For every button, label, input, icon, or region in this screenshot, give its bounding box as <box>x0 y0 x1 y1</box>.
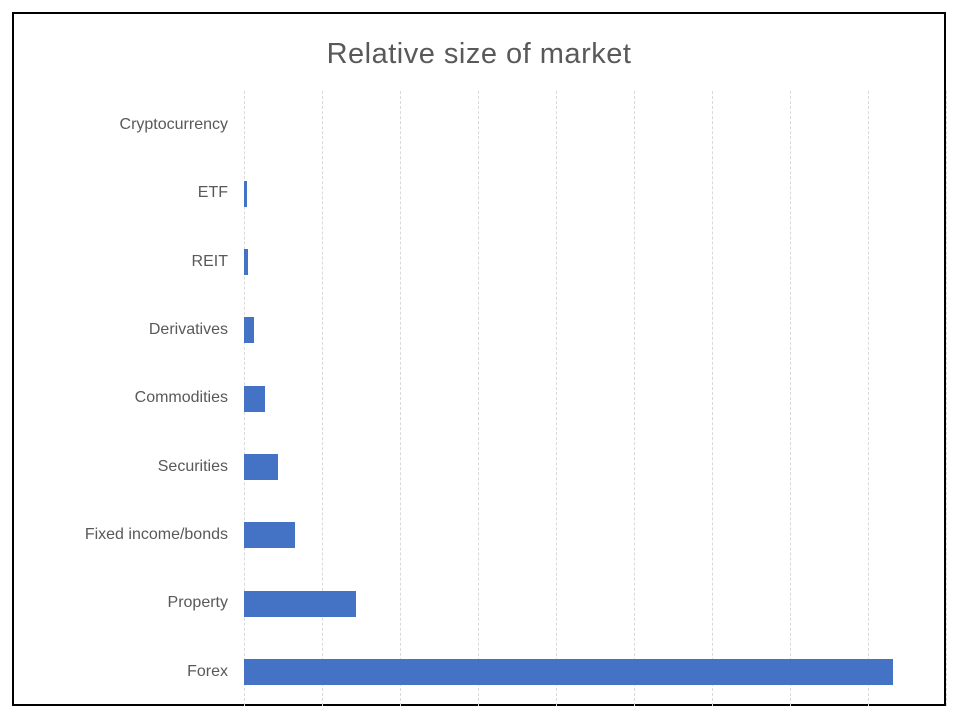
bar-fixed-income-bonds <box>244 522 295 549</box>
category-axis: Cryptocurrency ETF REIT Derivatives Commodit… <box>14 91 228 706</box>
bar-property <box>244 590 356 617</box>
category-label: Property <box>167 594 228 612</box>
category-label: Forex <box>187 662 228 680</box>
category-label: REIT <box>191 252 228 270</box>
bar-securities <box>244 453 278 480</box>
gridline <box>322 91 323 706</box>
chart-frame: Relative size of market Cryptocurrency ET… <box>12 12 947 706</box>
gridline <box>712 91 713 706</box>
category-label: Derivatives <box>148 321 228 338</box>
gridline <box>634 91 635 706</box>
gridline <box>790 91 791 706</box>
chart-title: Relative size of market <box>326 38 632 70</box>
gridline <box>400 91 401 706</box>
gridline <box>556 91 557 706</box>
category-label: ETF <box>197 184 228 202</box>
bar-derivatives <box>244 317 254 344</box>
bar-forex <box>244 658 893 685</box>
category-label: Commodities <box>134 389 228 407</box>
bar-reit <box>244 248 248 275</box>
category-label: Securities <box>157 457 228 475</box>
bar-etf <box>244 180 247 207</box>
plot-area <box>244 91 947 706</box>
bar-commodities <box>244 385 265 412</box>
category-label: Cryptocurrency <box>119 116 228 133</box>
gridline <box>478 91 479 706</box>
gridline <box>868 91 869 706</box>
category-label: Fixed income/bonds <box>84 526 228 543</box>
gridline <box>946 91 947 706</box>
